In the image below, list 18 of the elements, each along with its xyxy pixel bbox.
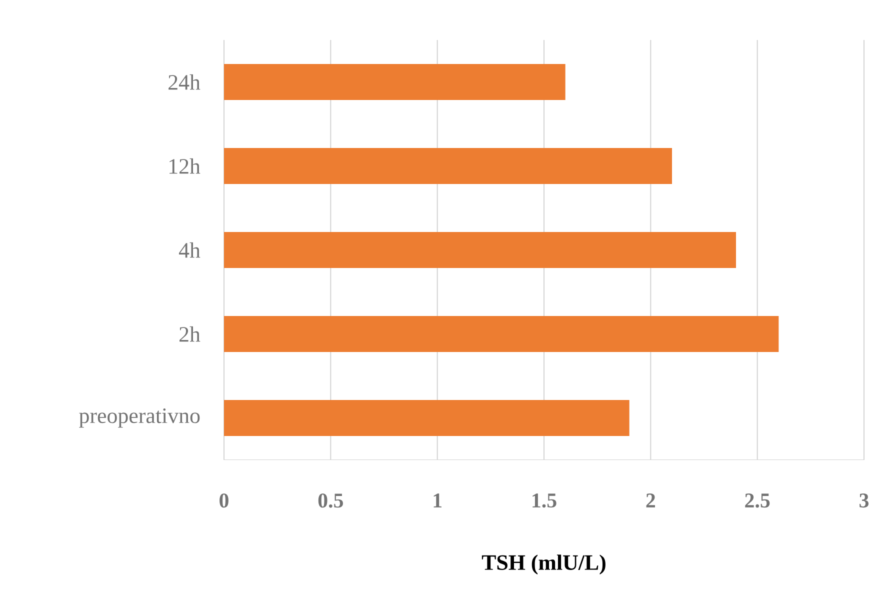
bar bbox=[224, 148, 672, 184]
x-tick-label: 0.5 bbox=[318, 494, 343, 508]
x-tick-label: 1 bbox=[434, 494, 442, 508]
bar bbox=[224, 316, 779, 352]
x-tick-label: 0 bbox=[220, 494, 228, 508]
y-tick-label: 12h bbox=[170, 158, 200, 174]
y-tick-label: preoperativno bbox=[79, 408, 200, 428]
x-tick-label: 2.5 bbox=[745, 494, 770, 508]
x-axis-title: TSH (mlU/L) bbox=[482, 554, 606, 574]
bar bbox=[224, 64, 566, 100]
y-tick-label: 2h bbox=[180, 326, 200, 342]
bar bbox=[224, 232, 736, 268]
x-tick-label: 2 bbox=[646, 494, 655, 508]
y-tick-label: 4h bbox=[178, 242, 200, 258]
x-tick-label: 3 bbox=[860, 494, 869, 508]
x-tick-label: 1.5 bbox=[532, 494, 556, 508]
y-tick-label: 24h bbox=[168, 74, 200, 90]
bar bbox=[224, 400, 630, 436]
